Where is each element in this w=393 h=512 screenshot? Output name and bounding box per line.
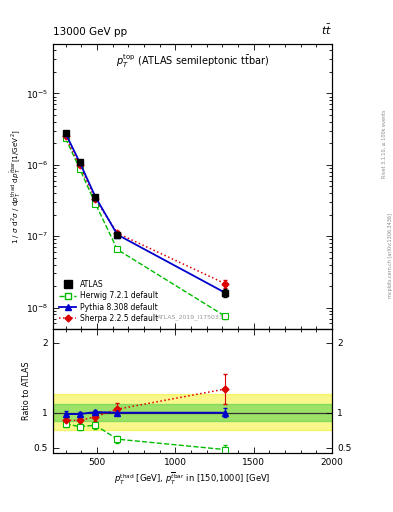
Text: mcplots.cern.ch [arXiv:1306.3436]: mcplots.cern.ch [arXiv:1306.3436]	[388, 214, 393, 298]
Text: Rivet 3.1.10, ≥ 100k events: Rivet 3.1.10, ≥ 100k events	[382, 109, 387, 178]
Text: $p_T^{\rm top}$ (ATLAS semileptonic t$\bar{\rm t}$bar): $p_T^{\rm top}$ (ATLAS semileptonic t$\b…	[116, 52, 269, 70]
Bar	[53, 394, 332, 430]
Text: ATLAS_2019_I1750330: ATLAS_2019_I1750330	[157, 315, 228, 321]
Y-axis label: 1 / $\sigma$ d$^2\sigma$ / d$p_T^{\rm thad}$ d$p_T^{\bar{t}{\rm bar}}$[1/GeV$^2$: 1 / $\sigma$ d$^2\sigma$ / d$p_T^{\rm th…	[9, 129, 23, 244]
Legend: ATLAS, Herwig 7.2.1 default, Pythia 8.308 default, Sherpa 2.2.5 default: ATLAS, Herwig 7.2.1 default, Pythia 8.30…	[57, 278, 160, 325]
Y-axis label: Ratio to ATLAS: Ratio to ATLAS	[22, 362, 31, 420]
Text: 13000 GeV pp: 13000 GeV pp	[53, 27, 127, 37]
Bar	[53, 404, 332, 421]
X-axis label: $p_T^{\rm thad}$ [GeV], $p_T^{\overline{t}{\rm bar}}$ in [150,1000] [GeV]: $p_T^{\rm thad}$ [GeV], $p_T^{\overline{…	[114, 471, 271, 487]
Text: $t\bar{t}$: $t\bar{t}$	[321, 23, 332, 37]
